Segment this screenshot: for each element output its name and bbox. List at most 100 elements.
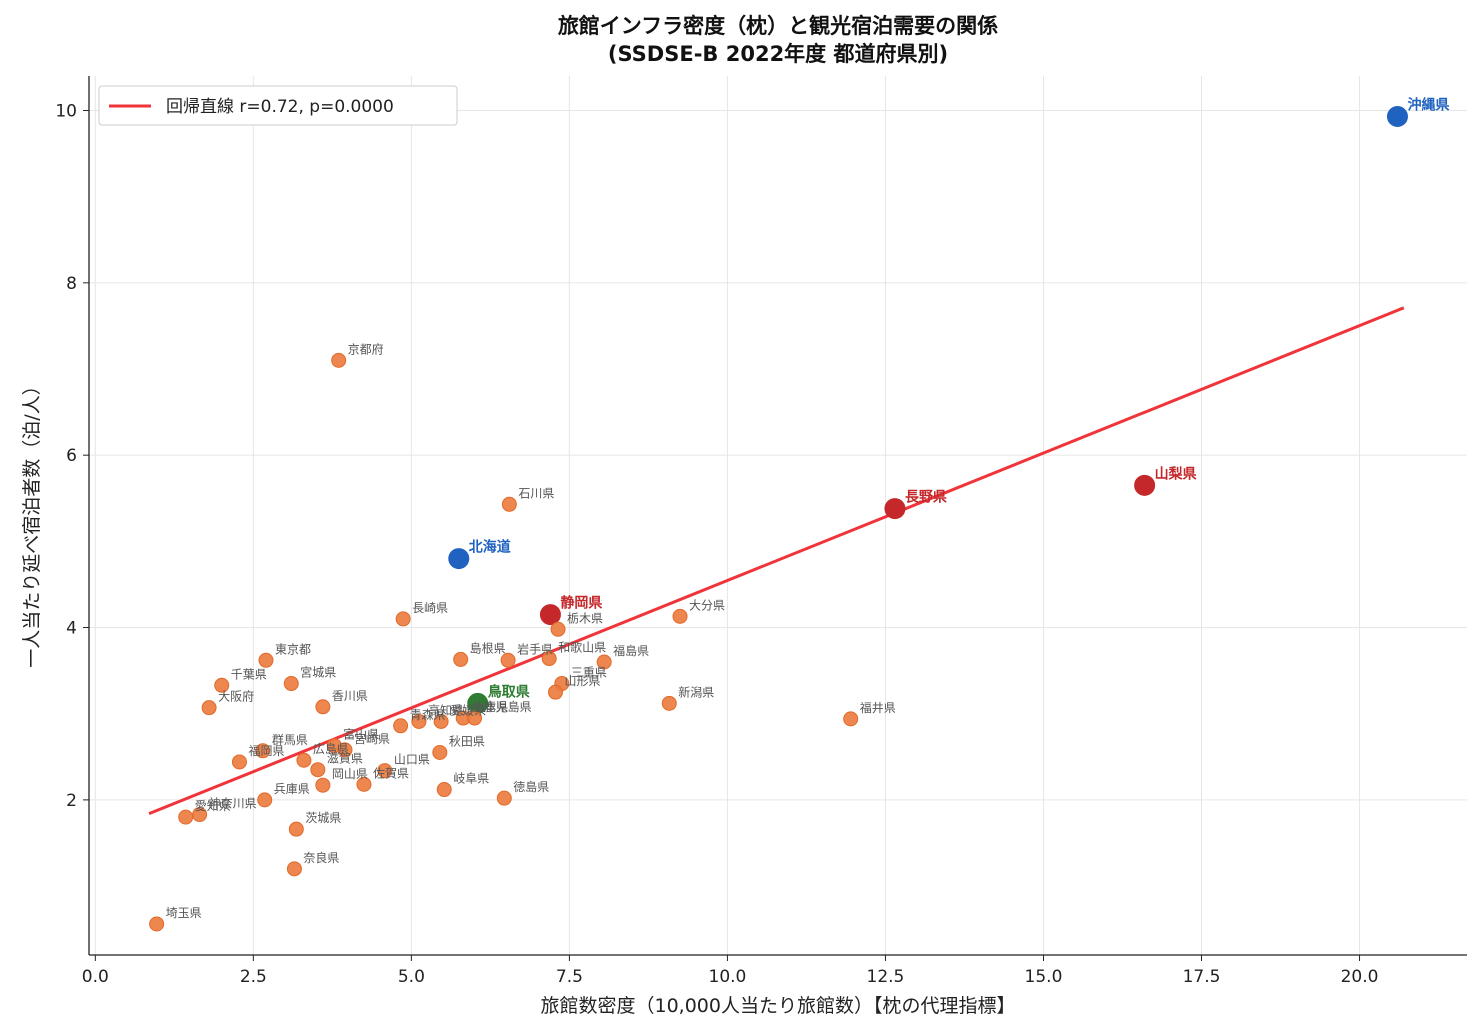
x-tick-label: 7.5 — [556, 967, 583, 987]
point-label: 徳島県 — [513, 779, 549, 794]
scatter-point — [432, 744, 448, 760]
scatter-point — [296, 752, 312, 768]
scatter-point — [356, 776, 372, 792]
scatter-point — [672, 608, 688, 624]
chart-title: 旅館インフラ密度（枕）と観光宿泊需要の関係 — [558, 14, 998, 38]
scatter-point — [331, 352, 347, 368]
point-label: 長崎県 — [412, 601, 448, 615]
scatter-point — [178, 809, 194, 825]
point-label: 山梨県 — [1155, 465, 1197, 482]
chart-subtitle: (SSDSE-B 2022年度 都道府県別) — [608, 42, 948, 66]
scatter-point — [310, 762, 326, 778]
scatter-point — [541, 651, 557, 667]
scatter-point — [539, 604, 561, 626]
scatter-point — [257, 792, 273, 808]
legend: 回帰直線 r=0.72, p=0.0000 — [98, 85, 458, 126]
regression-line — [148, 306, 1405, 816]
point-label: 和歌山県 — [558, 640, 606, 655]
point-label: 岩手県 — [517, 641, 553, 656]
scatter-point — [496, 790, 512, 806]
point-label: 栃木県 — [567, 611, 603, 625]
scatter-point — [286, 861, 302, 877]
scatter-point — [453, 651, 469, 667]
scatter-point — [255, 743, 271, 759]
point-label: 佐賀県 — [373, 766, 409, 780]
scatter-point — [395, 611, 411, 627]
point-label: 富山県 — [343, 727, 379, 742]
point-label: 鹿児島県 — [484, 699, 532, 714]
point-label: 広島県 — [313, 741, 349, 756]
point-label: 島根県 — [470, 640, 506, 655]
point-label: 大分県 — [689, 598, 725, 612]
scatter-point — [149, 916, 165, 932]
point-label: 鳥取県 — [488, 683, 530, 700]
point-label: 高知県 — [428, 702, 464, 717]
y-tick-label: 2 — [66, 791, 77, 811]
point-label: 神奈川県 — [209, 797, 257, 811]
legend-box — [98, 85, 458, 126]
point-label: 長野県 — [905, 490, 947, 506]
point-labels: 沖縄県北海道 山梨県長野県静岡県鳥取県 京都府石川県長崎県栃木県 大分県島根県 岩手県和… — [166, 97, 1450, 920]
scatter-point — [283, 676, 299, 692]
point-label: 青森県 — [410, 707, 446, 722]
scatter-point — [393, 718, 409, 734]
point-label: 静岡県 — [560, 595, 602, 612]
scatter-point — [884, 498, 906, 520]
point-label: 兵庫県 — [274, 782, 310, 796]
point-label: 愛知県 — [195, 799, 231, 813]
x-tick-label: 10.0 — [709, 967, 747, 987]
scatter-point — [201, 700, 217, 716]
point-label: 三重県 — [571, 666, 607, 680]
point-label: 宮崎県 — [354, 731, 390, 746]
y-axis-label: 一人当たり延べ宿泊者数（泊/人） — [21, 376, 43, 667]
point-label: 石川県 — [518, 486, 554, 500]
point-label: 香川県 — [332, 689, 368, 703]
data-points — [149, 106, 1408, 932]
x-tick-label: 0.0 — [82, 967, 109, 987]
scatter-point — [411, 713, 427, 729]
point-label: 岡山県 — [332, 767, 368, 781]
scatter-point — [1134, 474, 1156, 496]
point-label: 大阪府 — [218, 689, 254, 704]
y-tick-label: 8 — [66, 274, 77, 294]
y-tick-label: 10 — [55, 101, 77, 121]
scatter-point — [500, 652, 516, 668]
x-axis-label: 旅館数密度（10,000人当たり旅館数）【枕の代理指標】 — [541, 995, 1016, 1017]
point-label: 宮城県 — [300, 665, 336, 680]
scatter-point — [288, 821, 304, 837]
scatter-point — [315, 699, 331, 715]
point-label: 滋賀県 — [327, 752, 363, 766]
point-label: 東京都 — [275, 642, 311, 656]
x-tick-label: 12.5 — [867, 967, 905, 987]
scatter-point — [547, 684, 563, 700]
scatter-point — [258, 652, 274, 668]
scatter-point — [231, 754, 247, 770]
point-label: 奈良県 — [303, 850, 339, 865]
x-tick-label: 2.5 — [240, 967, 267, 987]
point-label: 福岡県 — [248, 743, 284, 758]
point-label: 岐阜県 — [453, 772, 489, 786]
axes — [83, 76, 1467, 961]
point-label: 北海道 — [469, 539, 511, 556]
x-tick-label: 17.5 — [1183, 967, 1221, 987]
point-label: 愛媛県 — [450, 703, 486, 717]
scatter-point — [550, 621, 566, 637]
scatter-point — [501, 496, 517, 512]
scatter-point — [436, 782, 452, 798]
scatter-point — [315, 777, 331, 793]
tick-labels: 0.0 2.5 5.0 7.5 10.0 12.5 15.0 17.5 20.0 2 4 6 8 10 — [55, 101, 1378, 987]
x-tick-label: 5.0 — [398, 967, 425, 987]
point-label: 茨城県 — [305, 811, 341, 825]
scatter-point — [337, 742, 353, 758]
scatter-point — [214, 677, 230, 693]
legend-entry: 回帰直線 r=0.72, p=0.0000 — [166, 97, 394, 117]
point-label: 秋田県 — [449, 734, 485, 748]
scatter-point — [467, 710, 483, 726]
point-label: 山形県 — [564, 674, 600, 688]
scatter-point — [661, 695, 677, 711]
scatter-point — [1386, 106, 1408, 128]
point-label: 沖縄県 — [1407, 97, 1449, 114]
point-label: 京都府 — [348, 341, 384, 356]
y-tick-label: 4 — [66, 619, 77, 639]
